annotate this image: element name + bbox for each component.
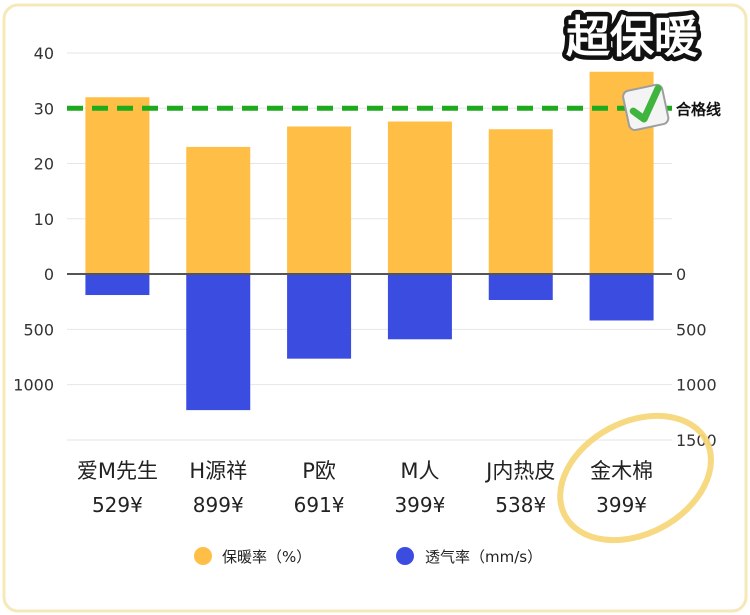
badge-title: 超保暖 [566,12,699,63]
bar-warmth [186,146,251,274]
price-label: 899¥ [193,493,244,517]
check-icon [622,83,670,132]
price-label: 399¥ [394,493,445,517]
y-left-tick-label: 0 [44,265,54,284]
price-label: 529¥ [92,493,143,517]
legend-marker-warmth [194,547,212,565]
y-left-extra-tick-label: 1000 [13,376,54,395]
category-label: 金木棉 [590,459,653,483]
bar-breathability [488,274,553,301]
price-label: 691¥ [294,493,345,517]
bar-warmth [287,126,352,274]
bar-breathability [85,274,150,296]
legend-marker-breathability [396,547,414,565]
y-right-tick-label: 500 [676,320,707,339]
category-label: M人 [400,459,439,483]
y-left-tick-label: 10 [34,210,54,229]
bar-warmth [387,121,452,274]
decoration-group: 超保暖 [557,8,714,544]
price-label: 399¥ [596,493,647,517]
bar-group [85,71,654,411]
price-label: 538¥ [495,493,546,517]
bar-breathability [589,274,654,321]
bar-breathability [387,274,452,340]
highlight-circle [557,412,714,544]
grid-lines [67,52,672,441]
bar-warmth [85,97,150,274]
y-right-tick-label: 1000 [676,376,717,395]
check-icon-mark [629,84,662,123]
label-group: 爱M先生 529¥ H源祥 899¥ P欧 691¥ M人 399¥ J内热皮 538¥ 金木棉 39… [77,459,653,517]
legend: 保暖率（%） 透气率（mm/s） [194,547,542,566]
bar-breathability [287,274,352,359]
y-left-tick-label: 20 [34,155,54,174]
legend-label-warmth: 保暖率（%） [222,548,311,566]
legend-label-breathability: 透气率（mm/s） [425,548,542,566]
bar-warmth [488,129,553,274]
category-label: J内热皮 [484,459,555,483]
category-label: P欧 [302,459,336,483]
y-right-tick-label: 0 [676,265,686,284]
y-left-extra-tick-label: 500 [23,320,54,339]
y-left-tick-label: 40 [34,44,54,63]
y-left-tick-label: 30 [34,99,54,118]
bar-breathability [186,274,251,411]
pass-line-label: 合格线 [675,100,721,118]
pass-line-group: 合格线 [67,100,721,118]
category-label: H源祥 [189,459,247,483]
category-label: 爱M先生 [77,459,158,483]
